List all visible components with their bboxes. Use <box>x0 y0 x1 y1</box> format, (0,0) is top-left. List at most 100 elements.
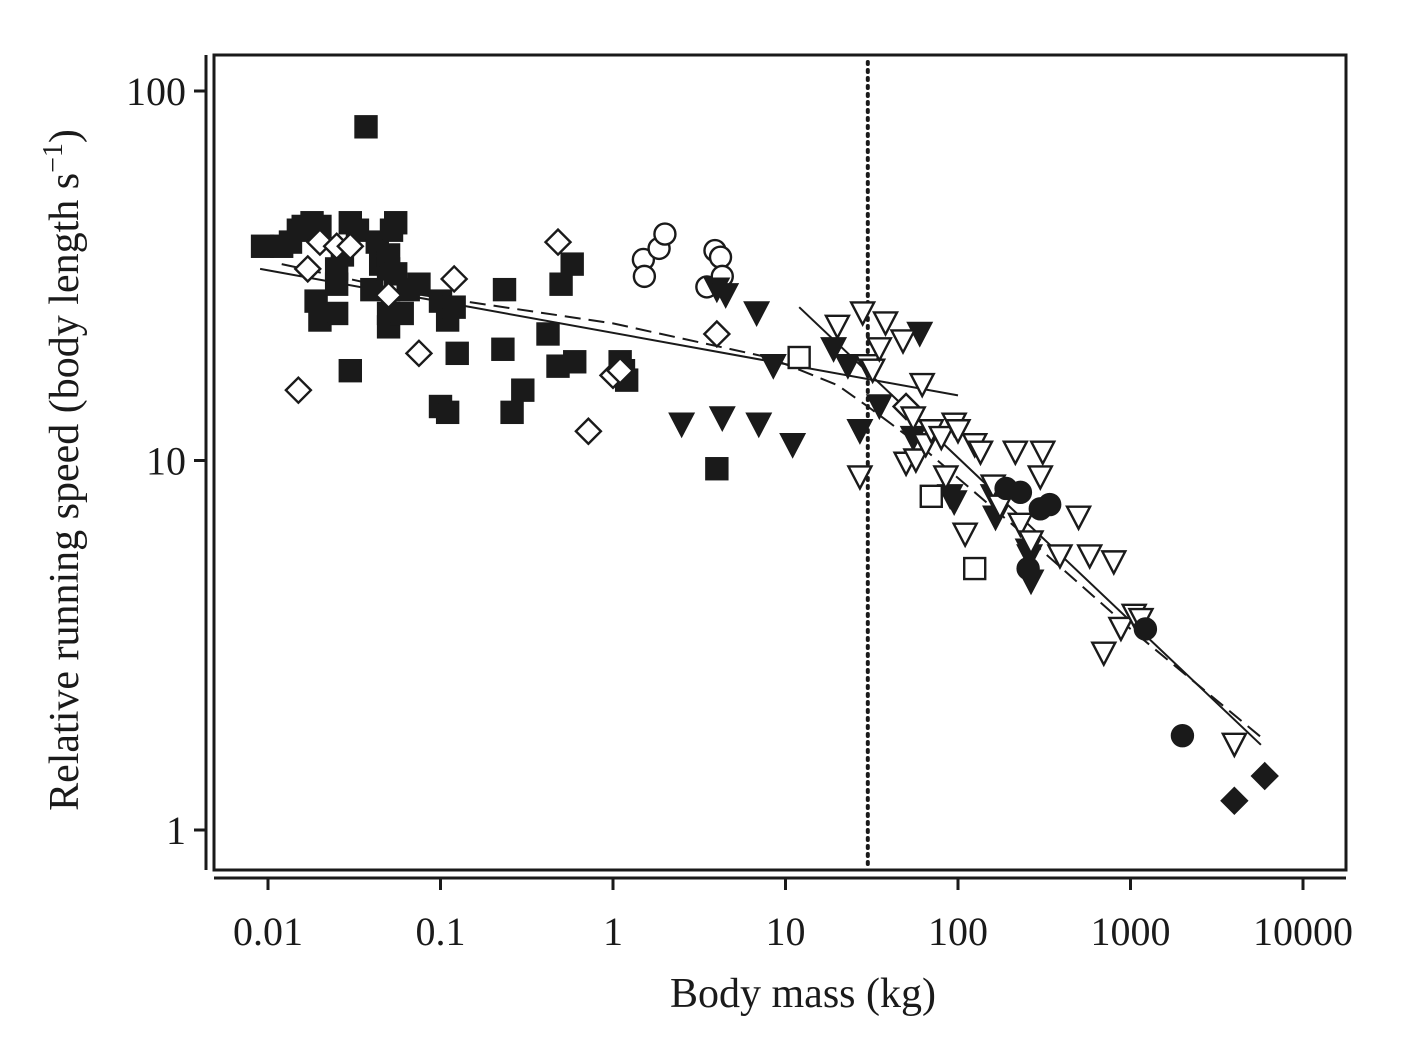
y-axis-title: Relative running speed (body length s−1) <box>38 129 88 811</box>
open-square-point <box>787 345 811 370</box>
filled-square-point <box>549 272 573 296</box>
open-triangle-point <box>889 329 917 356</box>
filled-triangle-point <box>759 353 787 380</box>
open-diamond-point <box>574 417 603 446</box>
open-triangle-point <box>859 358 887 385</box>
open-diamond-point <box>702 319 732 349</box>
open-triangle-point <box>1107 616 1135 643</box>
open-triangle-point <box>1090 641 1118 668</box>
y-axis-title-main: Relative running speed (body length s <box>42 173 88 811</box>
open-triangle-point <box>872 311 899 337</box>
filled-triangle-point <box>834 353 862 380</box>
open-triangle-point <box>823 314 851 341</box>
y-axis-title-superscript: −1 <box>38 143 69 173</box>
filled-triangle-point <box>668 412 696 439</box>
filled-triangle-point <box>708 406 736 432</box>
filled-square-point <box>390 301 414 326</box>
x-tick-label: 1 <box>603 909 623 954</box>
filled-square-point <box>705 457 729 481</box>
filled-square-point <box>563 350 587 374</box>
y-tick-label: 10 <box>146 439 186 484</box>
open-triangle-point <box>1220 732 1248 759</box>
open-triangle-point <box>1026 465 1054 491</box>
open-triangle-point <box>1046 544 1074 571</box>
filled-square-point <box>511 378 535 402</box>
open-triangle-point <box>1100 550 1128 576</box>
open-square-point <box>919 484 943 509</box>
filled-triangle-point <box>745 412 773 439</box>
open-diamond-point <box>404 339 434 368</box>
x-tick-label: 10000 <box>1253 909 1353 954</box>
x-tick-label: 0.1 <box>416 909 466 954</box>
open-triangle-point <box>899 406 927 432</box>
filled-circle-point <box>1016 556 1040 581</box>
x-axis: 0.01 0.1 1 10 100 1000 10000 <box>214 876 1353 954</box>
filled-triangle-point <box>779 433 807 459</box>
open-triangle-point <box>865 337 893 363</box>
open-triangle-point <box>1029 440 1057 467</box>
open-triangle-point <box>1017 530 1045 557</box>
filled-square-point <box>407 272 431 296</box>
filled-circle-point <box>1170 723 1195 748</box>
filled-triangle-point <box>940 490 968 517</box>
filled-triangle-point <box>846 419 874 445</box>
filled-diamond-point <box>1220 786 1249 815</box>
open-diamond-point <box>439 264 469 294</box>
open-circle-point <box>708 245 733 269</box>
filled-square-point <box>442 295 466 319</box>
filled-square-point <box>354 115 378 139</box>
open-triangle-point <box>846 465 874 491</box>
x-tick-label: 0.01 <box>233 909 303 954</box>
fit-line-dashed <box>281 263 1266 741</box>
filled-square-point <box>536 322 560 346</box>
filled-square-point <box>384 211 408 235</box>
open-triangle-point <box>932 465 960 491</box>
y-tick-label: 1 <box>166 808 186 853</box>
open-triangle-point <box>944 419 972 445</box>
filled-diamond-point <box>1250 761 1279 791</box>
x-tick-label: 10 <box>766 909 806 954</box>
open-circle-point <box>653 222 677 246</box>
open-triangle-point <box>967 440 994 467</box>
filled-square-point <box>491 337 515 361</box>
filled-square-point <box>500 400 524 425</box>
filled-triangle-point <box>820 337 848 363</box>
x-tick-label: 100 <box>928 909 988 954</box>
y-axis: 1 10 100 <box>126 55 208 870</box>
x-tick-label: 1000 <box>1091 909 1171 954</box>
filled-square-point <box>560 252 584 276</box>
y-tick-label: 100 <box>126 69 186 114</box>
filled-square-point <box>250 234 275 258</box>
filled-circle-point <box>1037 492 1062 517</box>
open-triangle-point <box>849 301 877 328</box>
open-diamond-point <box>336 232 365 261</box>
filled-triangle-point <box>712 283 740 309</box>
data-points-layer <box>250 115 1279 815</box>
filled-triangle-point <box>743 301 771 328</box>
filled-square-point <box>435 400 460 425</box>
filled-square-point <box>338 358 363 383</box>
y-axis-title-close: ) <box>42 129 88 143</box>
open-circle-point <box>632 264 657 289</box>
filled-square-point <box>445 341 469 366</box>
open-diamond-point <box>293 254 322 284</box>
open-triangle-point <box>927 425 955 452</box>
open-triangle-point <box>951 522 979 549</box>
open-triangle-point <box>1001 440 1029 467</box>
open-square-point <box>963 556 987 581</box>
open-triangle-point <box>902 448 930 475</box>
filled-circle-point <box>1133 617 1158 641</box>
open-triangle-point <box>908 372 936 399</box>
open-triangle-point <box>1006 512 1034 539</box>
open-triangle-point <box>1076 544 1104 571</box>
filled-square-point <box>324 301 349 326</box>
open-diamond-point <box>374 281 403 310</box>
filled-circle-point <box>1008 480 1033 505</box>
fit-lines-layer <box>259 263 1266 746</box>
open-diamond-point <box>543 227 573 257</box>
filled-triangle-point <box>865 394 893 421</box>
open-triangle-point <box>1065 505 1093 532</box>
fit-line-solid <box>798 306 1262 746</box>
filled-square-point <box>492 277 517 302</box>
open-diamond-point <box>605 356 635 385</box>
